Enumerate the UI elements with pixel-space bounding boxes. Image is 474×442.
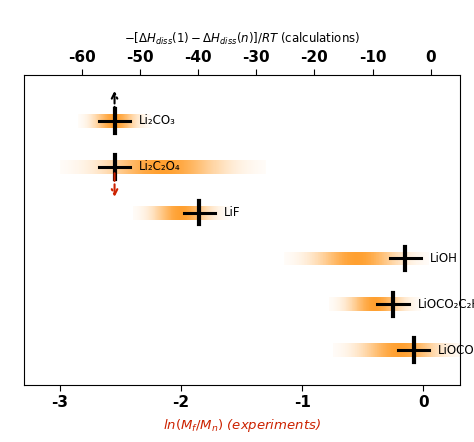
Text: LiOCO₂C₂H₅: LiOCO₂C₂H₅ — [418, 298, 474, 311]
Text: LiOH: LiOH — [429, 252, 457, 265]
Text: LiF: LiF — [224, 206, 240, 219]
X-axis label: $-[\Delta H_{diss}(1) - \Delta H_{diss}(n)]/RT$ (calculations): $-[\Delta H_{diss}(1) - \Delta H_{diss}(… — [124, 31, 360, 47]
Text: Li₂C₂O₄: Li₂C₂O₄ — [139, 160, 181, 173]
X-axis label: $\mathit{ln(M_f/M_n)}$ (experiments): $\mathit{ln(M_f/M_n)}$ (experiments) — [163, 417, 321, 434]
Text: Li₂CO₃: Li₂CO₃ — [139, 114, 176, 127]
Text: LiOCO₂CH₃: LiOCO₂CH₃ — [438, 344, 474, 357]
